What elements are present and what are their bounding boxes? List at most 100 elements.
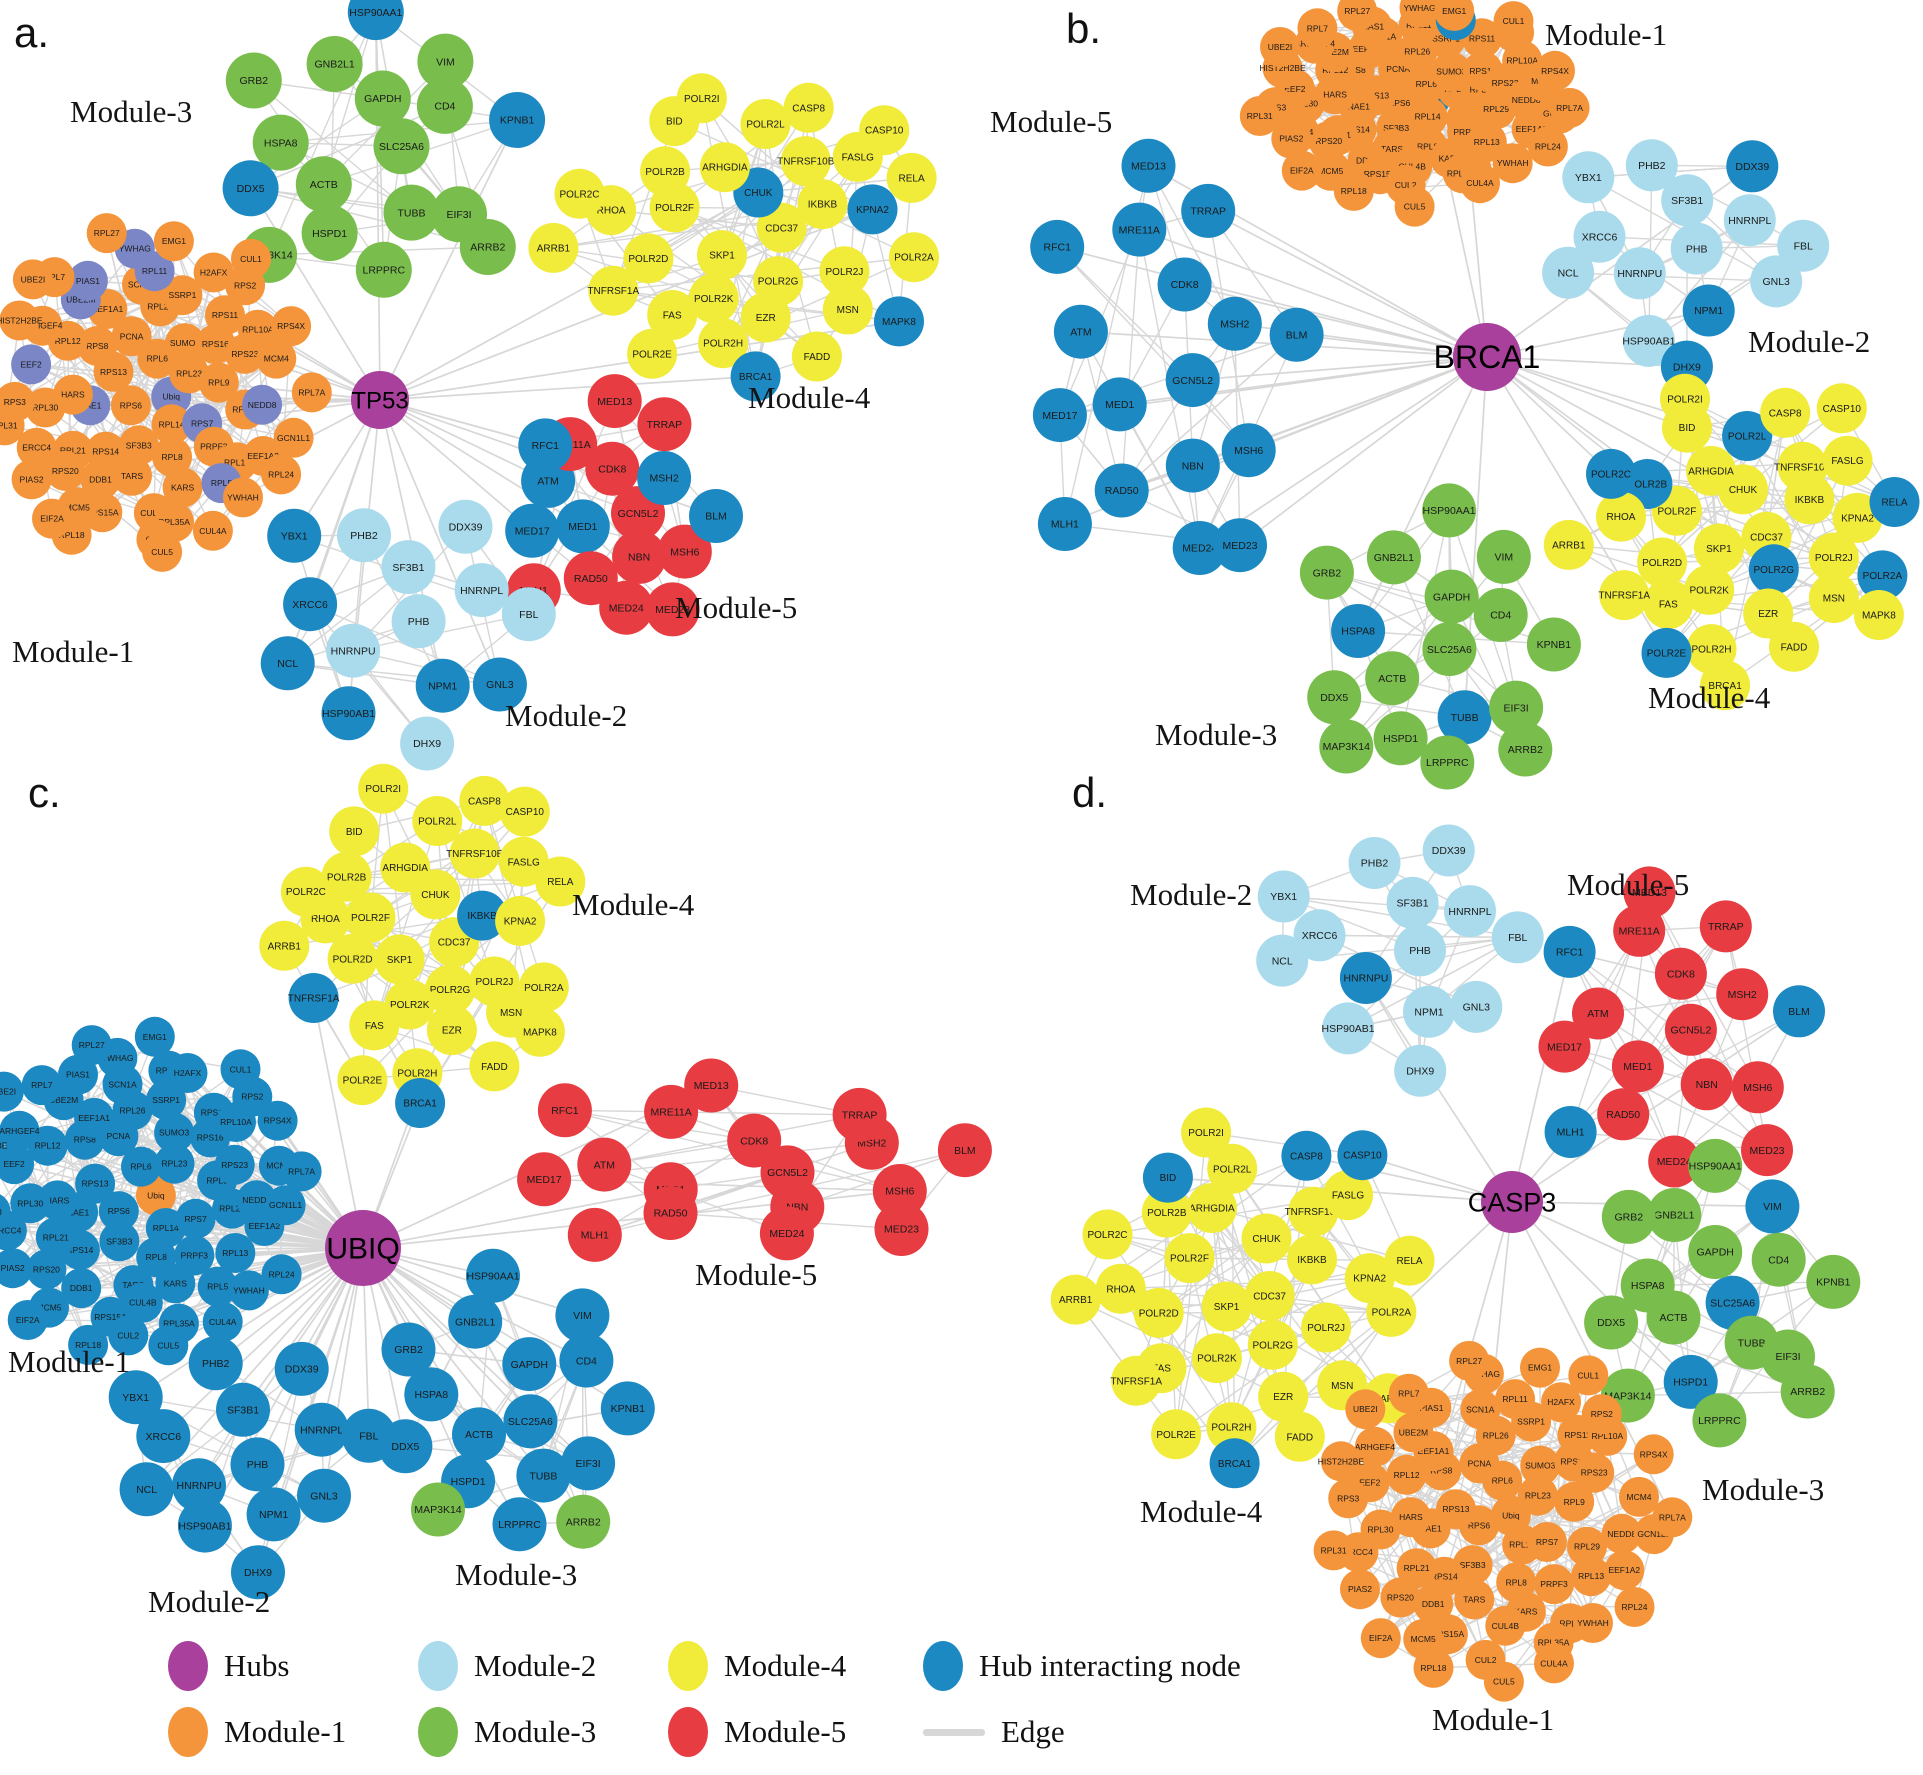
hub-circle-UBIQ[interactable] (325, 1210, 401, 1286)
node-circle-BRCA1[interactable] (730, 351, 781, 402)
node-POLR2G[interactable]: POLR2G (1247, 1319, 1298, 1370)
node-circle-MED1[interactable] (555, 499, 610, 554)
node-POLR2C[interactable]: POLR2C (1082, 1209, 1133, 1260)
node-circle-GNB2L1[interactable] (1647, 1188, 1702, 1242)
node-circle-XRCC6[interactable] (283, 577, 338, 632)
node-circle-MSH6[interactable] (1731, 1061, 1784, 1114)
node-circle-POLR2D[interactable] (623, 233, 674, 284)
node-EMG1[interactable]: EMG1 (153, 221, 194, 262)
node-RFC1[interactable]: RFC1 (518, 418, 573, 473)
node-circle-RFC1[interactable] (537, 1083, 592, 1138)
node-EZR[interactable]: EZR (426, 1005, 477, 1056)
node-FBL[interactable]: FBL (501, 587, 556, 642)
node-SKP1[interactable]: SKP1 (1693, 523, 1744, 574)
node-HARS[interactable]: HARS (1390, 1497, 1431, 1538)
node-circle-GCN1L1[interactable] (273, 417, 314, 458)
node-circle-POLR2L[interactable] (1722, 411, 1773, 461)
node-circle-GAPDH[interactable] (1424, 569, 1479, 624)
node-circle-MSH6[interactable] (872, 1164, 927, 1218)
node-DDB1[interactable]: DDB1 (61, 1268, 102, 1309)
node-circle-FADD[interactable] (1769, 621, 1819, 672)
node-circle-IKBKB[interactable] (797, 179, 848, 230)
node-CD4[interactable]: CD4 (1751, 1232, 1806, 1287)
node-DDX5[interactable]: DDX5 (378, 1419, 433, 1474)
node-TNFRSF1A[interactable]: TNFRSF1A (1110, 1355, 1162, 1406)
node-YBX1[interactable]: YBX1 (1562, 151, 1615, 204)
node-circle-ARRB1[interactable] (1543, 519, 1594, 570)
node-circle-BLM[interactable] (1773, 985, 1825, 1038)
node-RPL9[interactable]: RPL9 (1554, 1481, 1595, 1522)
node-PRPF3[interactable]: PRPF3 (1534, 1564, 1574, 1605)
node-circle-PIAS1[interactable] (67, 260, 108, 301)
node-POLR2C[interactable]: POLR2C (1586, 448, 1636, 499)
node-circle-NPM1[interactable] (1682, 284, 1735, 337)
node-circle-RPL10A[interactable] (237, 309, 278, 350)
node-MED17[interactable]: MED17 (1032, 388, 1087, 443)
node-PIAS2[interactable]: PIAS2 (11, 459, 52, 500)
node-circle-UBE2I[interactable] (12, 259, 53, 300)
node-EMG1[interactable]: EMG1 (1520, 1347, 1560, 1388)
node-circle-HIST2H2BE[interactable] (0, 1126, 5, 1166)
node-circle-HARS[interactable] (1390, 1497, 1431, 1538)
node-POLR2G[interactable]: POLR2G (425, 964, 475, 1015)
node-CDK8[interactable]: CDK8 (1157, 257, 1212, 312)
node-NPM1[interactable]: NPM1 (246, 1487, 301, 1542)
node-RELA[interactable]: RELA (1384, 1235, 1435, 1286)
node-circle-PIAS2[interactable] (11, 459, 52, 500)
node-circle-CUL1[interactable] (1568, 1355, 1609, 1396)
node-circle-PHB[interactable] (391, 594, 446, 649)
node-circle-ARHGEF4[interactable] (1354, 1426, 1395, 1467)
node-YBX1[interactable]: YBX1 (1257, 870, 1310, 923)
node-circle-HNRNPU[interactable] (1339, 952, 1392, 1004)
node-circle-CASP8[interactable] (1281, 1130, 1332, 1181)
node-circle-POLR2E[interactable] (337, 1055, 388, 1106)
node-LRPPRC[interactable]: LRPPRC (492, 1497, 547, 1552)
node-PIAS2[interactable]: PIAS2 (0, 1248, 33, 1289)
node-MED24[interactable]: MED24 (759, 1206, 814, 1261)
node-circle-TRRAP[interactable] (1181, 183, 1236, 238)
node-SKP1[interactable]: SKP1 (697, 230, 747, 281)
node-circle-POLR2C[interactable] (554, 168, 605, 219)
node-NCL[interactable]: NCL (119, 1462, 174, 1517)
node-EMG1[interactable]: EMG1 (1434, 0, 1475, 31)
node-H2AFX[interactable]: H2AFX (193, 252, 234, 293)
node-circle-SKP1[interactable] (697, 230, 747, 281)
node-RPL7A[interactable]: RPL7A (291, 372, 332, 413)
node-POLR2G[interactable]: POLR2G (1748, 544, 1799, 595)
node-circle-GAPDH[interactable] (354, 70, 411, 127)
node-circle-LRPPRC[interactable] (1692, 1393, 1747, 1448)
node-SUMO3[interactable]: SUMO3 (1431, 51, 1472, 92)
node-ARRB1[interactable]: ARRB1 (1543, 519, 1594, 570)
node-POLR2F[interactable]: POLR2F (345, 892, 396, 943)
node-circle-NCL[interactable] (260, 636, 315, 691)
node-circle-BRCA1[interactable] (395, 1078, 446, 1128)
node-RPL31[interactable]: RPL31 (1313, 1530, 1354, 1571)
node-LRPPRC[interactable]: LRPPRC (1420, 735, 1475, 790)
node-GNL3[interactable]: GNL3 (297, 1468, 351, 1523)
node-DDB1[interactable]: DDB1 (1413, 1583, 1454, 1624)
node-circle-MED17[interactable] (1538, 1020, 1591, 1073)
node-circle-CUL5[interactable] (1394, 186, 1435, 227)
node-BLM[interactable]: BLM (1773, 985, 1825, 1038)
node-circle-SSRP1[interactable] (146, 1080, 187, 1120)
node-circle-NCL[interactable] (1256, 934, 1309, 987)
node-ARHGEF4[interactable]: ARHGEF4 (0, 1110, 40, 1151)
node-circle-CUL5[interactable] (1483, 1661, 1524, 1702)
node-CDK8[interactable]: CDK8 (585, 441, 640, 496)
node-circle-CASP8[interactable] (459, 775, 510, 826)
node-circle-TNFRSF10B[interactable] (449, 828, 500, 879)
node-POLR2B[interactable]: POLR2B (321, 851, 372, 902)
node-RPL27[interactable]: RPL27 (1449, 1340, 1490, 1381)
node-RAD50[interactable]: RAD50 (1094, 463, 1149, 518)
node-circle-RAD50[interactable] (643, 1186, 698, 1240)
node-PRPF3[interactable]: PRPF3 (174, 1235, 215, 1276)
node-circle-FADD[interactable] (469, 1041, 520, 1092)
node-circle-HSPD1[interactable] (301, 205, 358, 262)
node-circle-ATM[interactable] (1053, 304, 1108, 359)
node-circle-RPL23[interactable] (1517, 1475, 1558, 1516)
node-ATM[interactable]: ATM (1572, 987, 1624, 1040)
node-PHB[interactable]: PHB (1670, 222, 1723, 275)
node-GNL3[interactable]: GNL3 (1450, 980, 1503, 1033)
node-CUL4B[interactable]: CUL4B (122, 1282, 163, 1323)
node-circle-CD4[interactable] (416, 77, 473, 134)
